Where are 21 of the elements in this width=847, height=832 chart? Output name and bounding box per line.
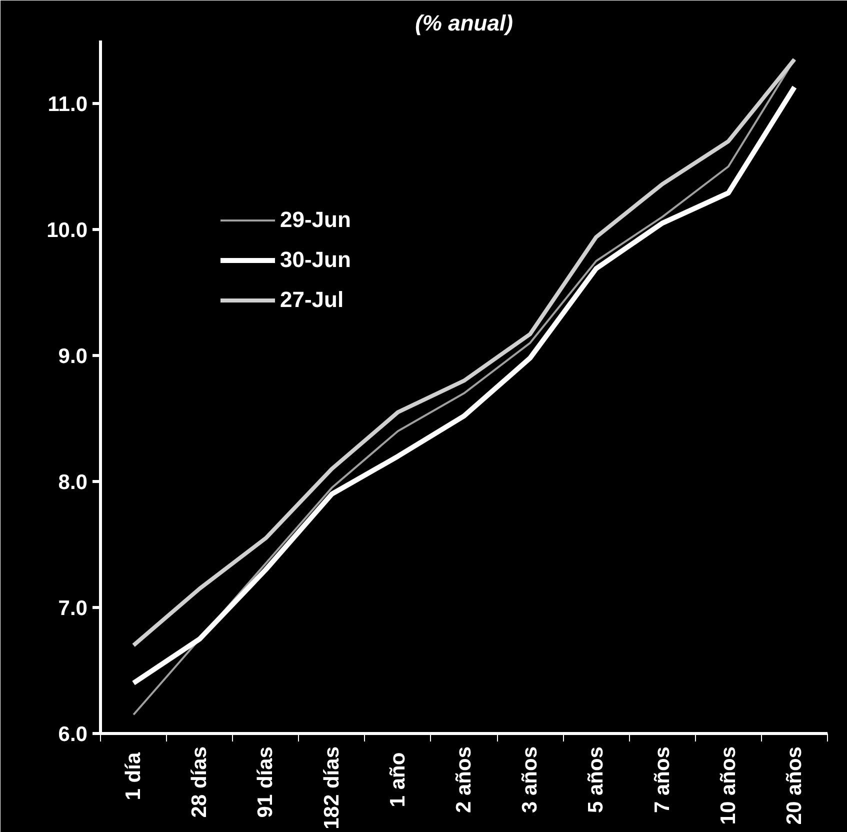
x-tick-label: 1 día [122,752,146,800]
legend-label: 30-Jun [280,247,351,273]
y-tick-label: 11.0 [48,93,88,116]
x-tick-label: 2 años [452,746,476,814]
y-tick-label: 9.0 [58,345,88,368]
x-tick-label: 20 años [782,746,806,825]
x-tick-label: 28 días [188,746,212,818]
x-tick-label: 182 días [320,746,344,830]
legend-label: 29-Jun [280,207,351,233]
y-tick-label: 7.0 [58,597,88,620]
x-tick-label: 5 años [584,746,608,814]
y-tick-label: 8.0 [58,471,88,494]
x-tick-label: 10 años [716,746,740,825]
y-tick-label: 10.0 [46,219,88,242]
x-tick-label: 91 días [254,746,278,818]
x-tick-label: 1 año [386,752,410,808]
x-tick-label: 7 años [650,746,674,814]
y-tick-label: 6.0 [58,723,88,746]
legend-label: 27-Jul [280,287,344,313]
chart-title: (% anual) [415,10,513,36]
x-tick-label: 3 años [518,746,542,814]
